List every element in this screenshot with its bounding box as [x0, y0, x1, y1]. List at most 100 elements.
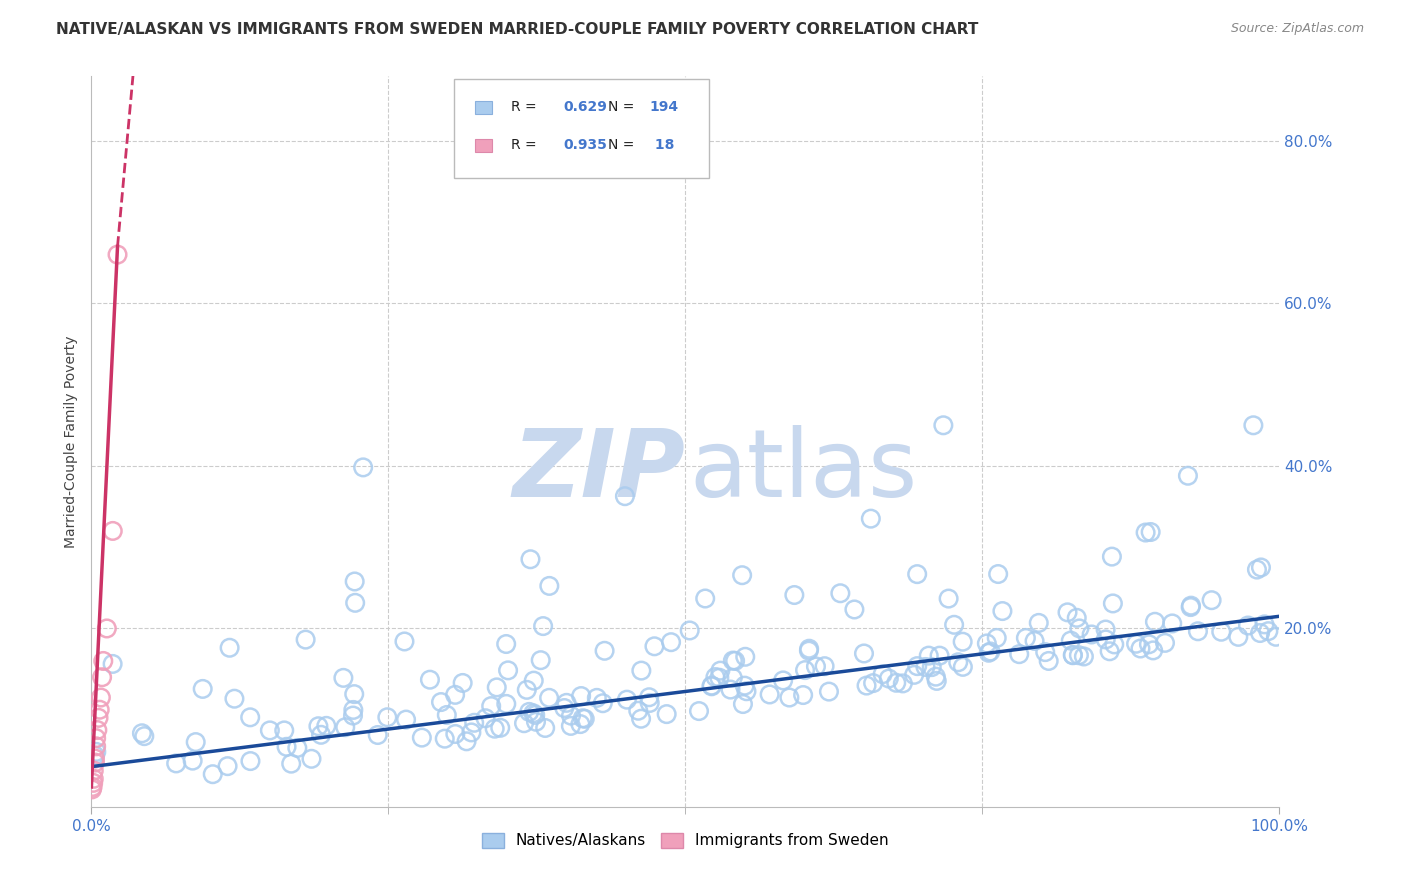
Point — [90, 690, 112, 705]
Point — [530, 653, 553, 667]
Point — [977, 646, 1000, 660]
Point — [1201, 593, 1223, 607]
Text: R =: R = — [510, 100, 541, 114]
Text: N =: N = — [609, 100, 638, 114]
Point — [1253, 617, 1275, 632]
Point — [301, 752, 323, 766]
Point — [804, 659, 827, 673]
Point — [709, 664, 731, 678]
Point — [335, 720, 357, 734]
Point — [792, 688, 814, 702]
Point — [735, 684, 758, 698]
Point — [419, 673, 441, 687]
Point — [259, 723, 281, 738]
Point — [367, 728, 389, 742]
Text: atlas: atlas — [689, 425, 917, 516]
Point — [797, 643, 820, 657]
Point — [84, 731, 107, 746]
Point — [523, 673, 546, 688]
Point — [101, 657, 124, 671]
Point — [1033, 645, 1056, 659]
Point — [1094, 632, 1116, 647]
Point — [463, 715, 485, 730]
Point — [844, 602, 866, 616]
Point — [134, 729, 156, 743]
Point — [1101, 549, 1123, 564]
Point — [1028, 615, 1050, 630]
Point — [688, 704, 710, 718]
Point — [1161, 616, 1184, 631]
Point — [84, 745, 107, 759]
Point — [444, 727, 467, 741]
Point — [1008, 647, 1031, 661]
Point — [91, 654, 114, 668]
Point — [1129, 641, 1152, 656]
Point — [479, 699, 502, 714]
Point — [700, 679, 723, 693]
Point — [1094, 623, 1116, 637]
Point — [89, 703, 111, 717]
Point — [1062, 648, 1084, 662]
Point — [925, 673, 948, 688]
Point — [524, 708, 547, 723]
Point — [794, 663, 817, 677]
Point — [489, 721, 512, 735]
Point — [1056, 605, 1078, 619]
Point — [84, 756, 107, 770]
Point — [1227, 630, 1250, 644]
Point — [531, 619, 554, 633]
Point — [1180, 600, 1202, 615]
Point — [627, 704, 650, 718]
Point — [991, 604, 1014, 618]
Point — [952, 660, 974, 674]
Point — [630, 712, 652, 726]
Point — [853, 647, 876, 661]
Point — [818, 684, 841, 698]
Point — [165, 756, 187, 771]
Point — [1177, 468, 1199, 483]
Point — [1137, 637, 1160, 651]
Point — [813, 659, 835, 673]
Point — [456, 734, 478, 748]
Point — [720, 682, 742, 697]
Point — [101, 524, 124, 538]
Point — [84, 751, 107, 765]
Point — [1249, 626, 1271, 640]
Point — [1066, 611, 1088, 625]
Point — [643, 640, 665, 654]
Point — [538, 579, 561, 593]
Point — [484, 722, 506, 736]
Point — [830, 586, 852, 600]
Point — [1073, 649, 1095, 664]
Point — [613, 489, 636, 503]
Point — [884, 675, 907, 690]
Point — [84, 748, 107, 763]
Point — [495, 697, 517, 711]
Point — [976, 636, 998, 650]
Point — [524, 714, 547, 729]
Text: 0.629: 0.629 — [562, 100, 607, 114]
Point — [239, 710, 262, 724]
Point — [239, 754, 262, 768]
Point — [394, 634, 416, 648]
Point — [560, 719, 582, 733]
Point — [1015, 631, 1038, 645]
Text: N =: N = — [609, 138, 638, 153]
FancyBboxPatch shape — [475, 101, 492, 114]
Point — [700, 679, 723, 693]
Point — [1139, 524, 1161, 539]
Point — [474, 711, 496, 725]
Point — [1080, 627, 1102, 641]
Point — [630, 664, 652, 678]
Point — [872, 667, 894, 681]
Point — [943, 617, 966, 632]
Point — [451, 676, 474, 690]
Point — [1060, 633, 1083, 648]
Point — [307, 719, 329, 733]
Point — [433, 731, 456, 746]
Point — [783, 588, 806, 602]
Point — [1024, 634, 1046, 648]
Point — [555, 696, 578, 710]
Point — [655, 707, 678, 722]
Point — [534, 721, 557, 735]
